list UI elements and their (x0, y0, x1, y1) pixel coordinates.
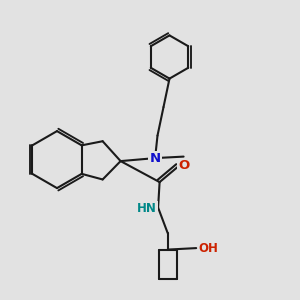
Text: N: N (149, 152, 161, 165)
Text: O: O (178, 159, 189, 172)
Text: HN: HN (137, 202, 157, 215)
Text: OH: OH (199, 242, 219, 255)
